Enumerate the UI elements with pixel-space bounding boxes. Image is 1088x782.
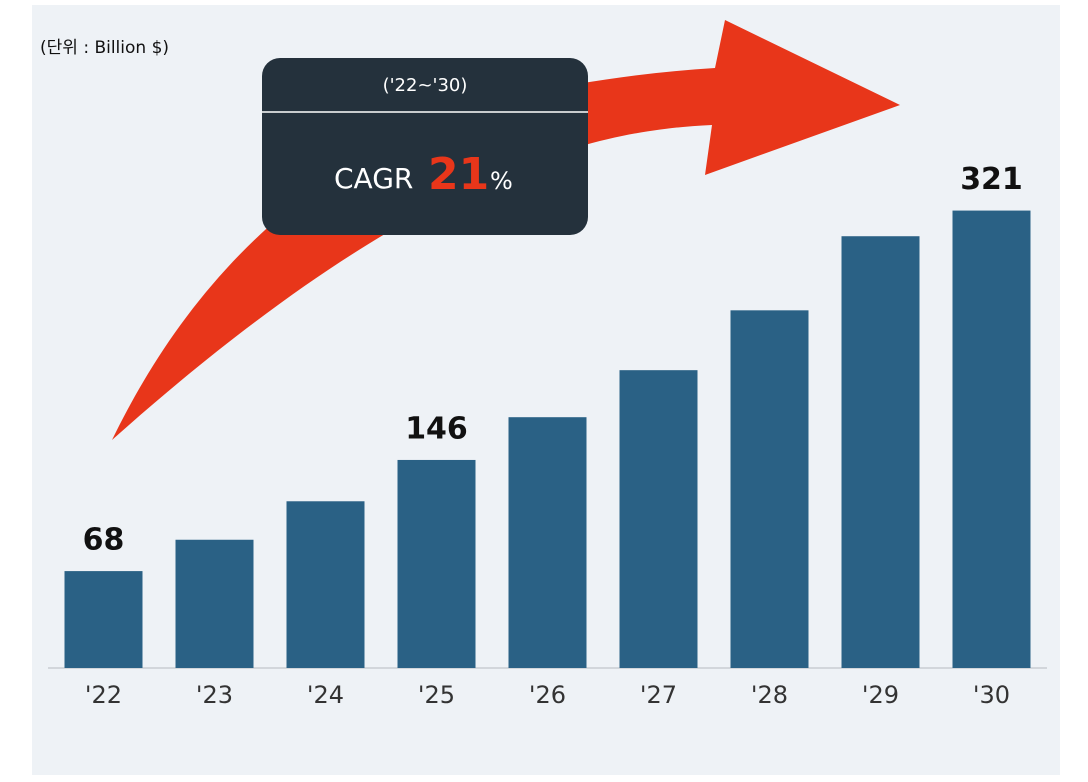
x-tick-label: '27 (640, 681, 677, 709)
value-label: 321 (960, 162, 1023, 197)
cagr-label: CAGR (334, 162, 413, 195)
bar (952, 210, 1031, 668)
bar (730, 310, 809, 668)
x-tick-label: '23 (196, 681, 233, 709)
cagr-rate: 21 (428, 149, 489, 200)
value-label: 146 (405, 411, 468, 446)
x-tick-label: '25 (418, 681, 455, 709)
growth-arrow (112, 20, 900, 440)
x-tick-label: '29 (862, 681, 899, 709)
x-tick-label: '28 (751, 681, 788, 709)
bar (175, 539, 254, 668)
bar (286, 501, 365, 668)
bar (64, 571, 143, 668)
value-label: 68 (83, 523, 125, 558)
bar (841, 236, 920, 668)
x-tick-label: '22 (85, 681, 122, 709)
unit-note: (단위 : Billion $) (40, 38, 169, 58)
bar (619, 370, 698, 668)
x-tick-label: '30 (973, 681, 1010, 709)
x-tick-label: '26 (529, 681, 566, 709)
cagr-unit: % (490, 167, 513, 195)
x-tick-label: '24 (307, 681, 344, 709)
cagr-box (262, 58, 588, 235)
bar (397, 459, 476, 668)
cagr-period: ('22~'30) (383, 75, 468, 96)
bar (508, 417, 587, 668)
